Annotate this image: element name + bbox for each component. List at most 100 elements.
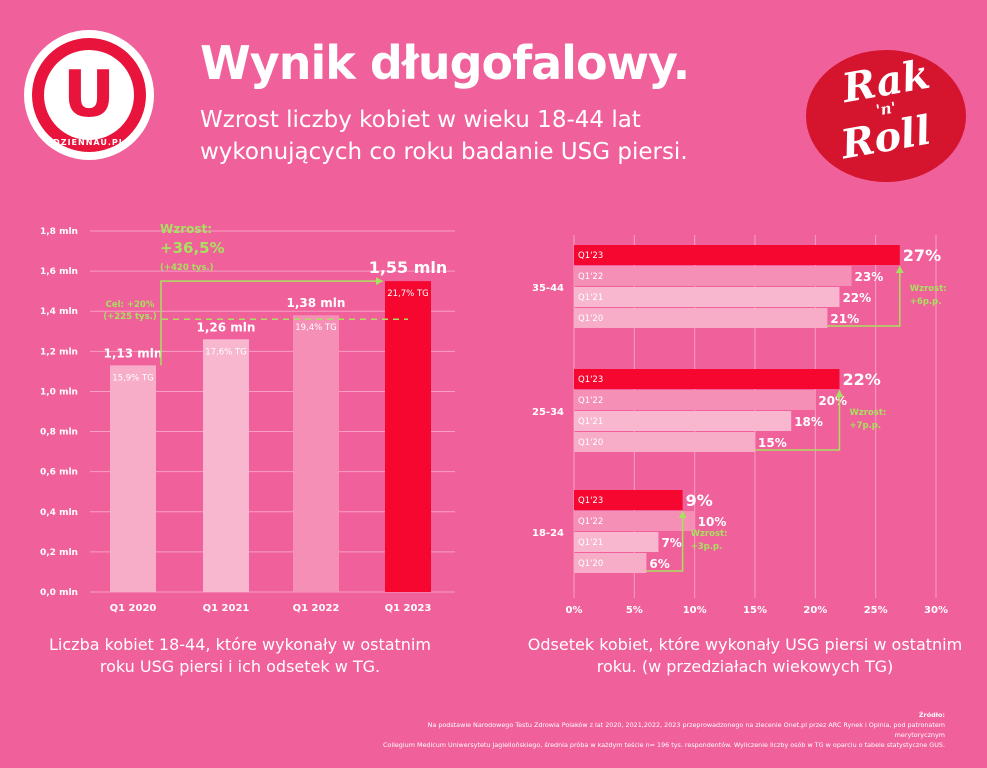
growth-label: Wzrost: bbox=[910, 284, 947, 294]
hbar-quarter-label: Q1'23 bbox=[578, 375, 603, 385]
rak-n-roll-logo: Rak 'n' Roll bbox=[806, 50, 966, 182]
page-subtitle: Wzrost liczby kobiet w wieku 18-44 lat w… bbox=[200, 107, 688, 165]
sources-line-1: Na podstawie Narodowego Testu Zdrowia Po… bbox=[427, 721, 945, 739]
hbar-value-label: 10% bbox=[698, 515, 727, 529]
x-tick-label: Q1 2022 bbox=[293, 603, 340, 614]
hbar bbox=[574, 432, 755, 452]
hbar bbox=[574, 490, 683, 510]
hbar-quarter-label: Q1'21 bbox=[578, 417, 603, 427]
hbar bbox=[574, 390, 816, 410]
hbar-quarter-label: Q1'21 bbox=[578, 293, 603, 303]
target-label-detail: (+225 tys.) bbox=[103, 312, 157, 322]
bar bbox=[110, 365, 156, 592]
bar bbox=[293, 315, 339, 592]
hbar-quarter-label: Q1'20 bbox=[578, 438, 603, 448]
hbar-value-label: 9% bbox=[686, 491, 713, 510]
hbar-value-label: 21% bbox=[830, 312, 859, 326]
hbar-value-label: 18% bbox=[794, 415, 823, 429]
y-tick-label: 1,6 mln bbox=[40, 267, 78, 277]
hbar-quarter-label: Q1'23 bbox=[578, 496, 603, 506]
growth-value: +6p.p. bbox=[910, 297, 942, 307]
y-tick-label: 0,6 mln bbox=[40, 468, 78, 478]
x-tick-label: 30% bbox=[924, 605, 948, 616]
bar bbox=[385, 281, 431, 592]
hbar bbox=[574, 308, 828, 328]
y-tick-label: 1,0 mln bbox=[40, 387, 78, 397]
growth-arrowhead bbox=[835, 390, 844, 397]
x-tick-label: 10% bbox=[683, 605, 707, 616]
growth-label: Wzrost: bbox=[849, 408, 886, 418]
sources-line-2: Collegium Medicum Uniwersytetu Jagielloń… bbox=[382, 741, 945, 749]
growth-bracket bbox=[160, 280, 383, 366]
growth-arrowhead bbox=[678, 511, 687, 518]
y-tick-label: 1,4 mln bbox=[40, 307, 78, 317]
growth-label: Wzrost: bbox=[691, 529, 728, 539]
bar-value-label: 1,13 mln bbox=[104, 346, 163, 360]
bar-value-label: 1,55 mln bbox=[369, 258, 448, 277]
vertical-bar-chart: 0,0 mln 0,2 mln 0,4 mln 0,6 mln 0,8 mln 1,0 m… bbox=[40, 222, 455, 614]
hbar-value-label: 27% bbox=[903, 246, 941, 265]
hbar-value-label: 22% bbox=[842, 370, 880, 389]
logo-caption: DZIENNAU.PL bbox=[53, 138, 125, 147]
hbar-quarter-label: Q1'20 bbox=[578, 314, 603, 324]
y-tick-label: 1,2 mln bbox=[40, 347, 78, 357]
x-tick-label: 0% bbox=[566, 605, 583, 616]
sources-note: Źródło: Na podstawie Narodowego Testu Zd… bbox=[380, 710, 945, 750]
growth-value: +36,5% bbox=[160, 239, 225, 257]
x-tick-label: 20% bbox=[803, 605, 827, 616]
hbar bbox=[574, 287, 840, 307]
y-tick-label: 0,8 mln bbox=[40, 428, 78, 438]
growth-label: Wzrost: bbox=[160, 222, 212, 236]
age-group-label: 35-44 bbox=[532, 283, 564, 294]
bar-value-label: 1,26 mln bbox=[197, 320, 256, 334]
age-group-label: 25-34 bbox=[532, 407, 564, 418]
bar-share-label: 15,9% TG bbox=[112, 373, 153, 383]
bar-share-label: 17,6% TG bbox=[205, 347, 246, 357]
bar bbox=[203, 339, 249, 592]
hbar-quarter-label: Q1'22 bbox=[578, 517, 603, 527]
right-chart-caption: Odsetek kobiet, które wykonały USG piers… bbox=[525, 634, 965, 678]
x-tick-label: Q1 2020 bbox=[110, 603, 157, 614]
y-tick-label: 0,0 mln bbox=[40, 588, 78, 598]
bar-share-label: 19,4% TG bbox=[295, 323, 336, 333]
bar-value-label: 1,38 mln bbox=[287, 296, 346, 310]
hbar-value-label: 7% bbox=[661, 536, 681, 550]
x-tick-label: 25% bbox=[864, 605, 888, 616]
hbar-quarter-label: Q1'22 bbox=[578, 272, 603, 282]
y-tick-label: 1,8 mln bbox=[40, 227, 78, 237]
hbar bbox=[574, 553, 647, 573]
growth-value: +3p.p. bbox=[691, 542, 723, 552]
bar-share-label: 21,7% TG bbox=[387, 289, 428, 299]
y-tick-label: 0,2 mln bbox=[40, 548, 78, 558]
horizontal-bar-chart: 0% 5% 10% 15% 20% 25% 30% 35-44 Q1'23 27% Q1'22 23%… bbox=[532, 235, 948, 616]
dziennau-logo: U DZIENNAU.PL bbox=[24, 30, 154, 160]
right-caption-main: Odsetek kobiet, które wykonały USG piers… bbox=[527, 635, 963, 676]
hbar-value-label: 23% bbox=[855, 270, 884, 284]
left-chart-caption: Liczba kobiet 18-44, które wykonały w os… bbox=[49, 635, 431, 676]
hbar-quarter-label: Q1'21 bbox=[578, 538, 603, 548]
x-tick-label: 15% bbox=[743, 605, 767, 616]
growth-arrowhead bbox=[376, 277, 383, 286]
growth-value: +7p.p. bbox=[849, 421, 881, 431]
logo-letter: U bbox=[44, 50, 134, 140]
x-tick-label: Q1 2023 bbox=[385, 603, 432, 614]
hbar-value-label: 6% bbox=[649, 557, 669, 571]
hbar bbox=[574, 369, 840, 389]
growth-detail: (+420 tys.) bbox=[160, 263, 214, 273]
hbar-value-label: 22% bbox=[842, 291, 871, 305]
y-tick-label: 0,4 mln bbox=[40, 508, 78, 518]
hbar-quarter-label: Q1'23 bbox=[578, 251, 603, 261]
hbar-value-label: 15% bbox=[758, 436, 787, 450]
hbar-quarter-label: Q1'20 bbox=[578, 559, 603, 569]
hbar bbox=[574, 511, 695, 531]
age-group-label: 18-24 bbox=[532, 528, 564, 539]
hbar bbox=[574, 411, 792, 431]
growth-arrowhead bbox=[895, 266, 904, 273]
sources-heading: Źródło: bbox=[918, 711, 945, 719]
hbar bbox=[574, 245, 900, 265]
hbar bbox=[574, 532, 659, 552]
growth-bracket bbox=[755, 390, 841, 451]
growth-bracket bbox=[827, 266, 901, 327]
right-caption-note: (w przedziałach wiekowych TG) bbox=[641, 657, 894, 676]
target-label: Cel: +20% bbox=[106, 300, 155, 310]
